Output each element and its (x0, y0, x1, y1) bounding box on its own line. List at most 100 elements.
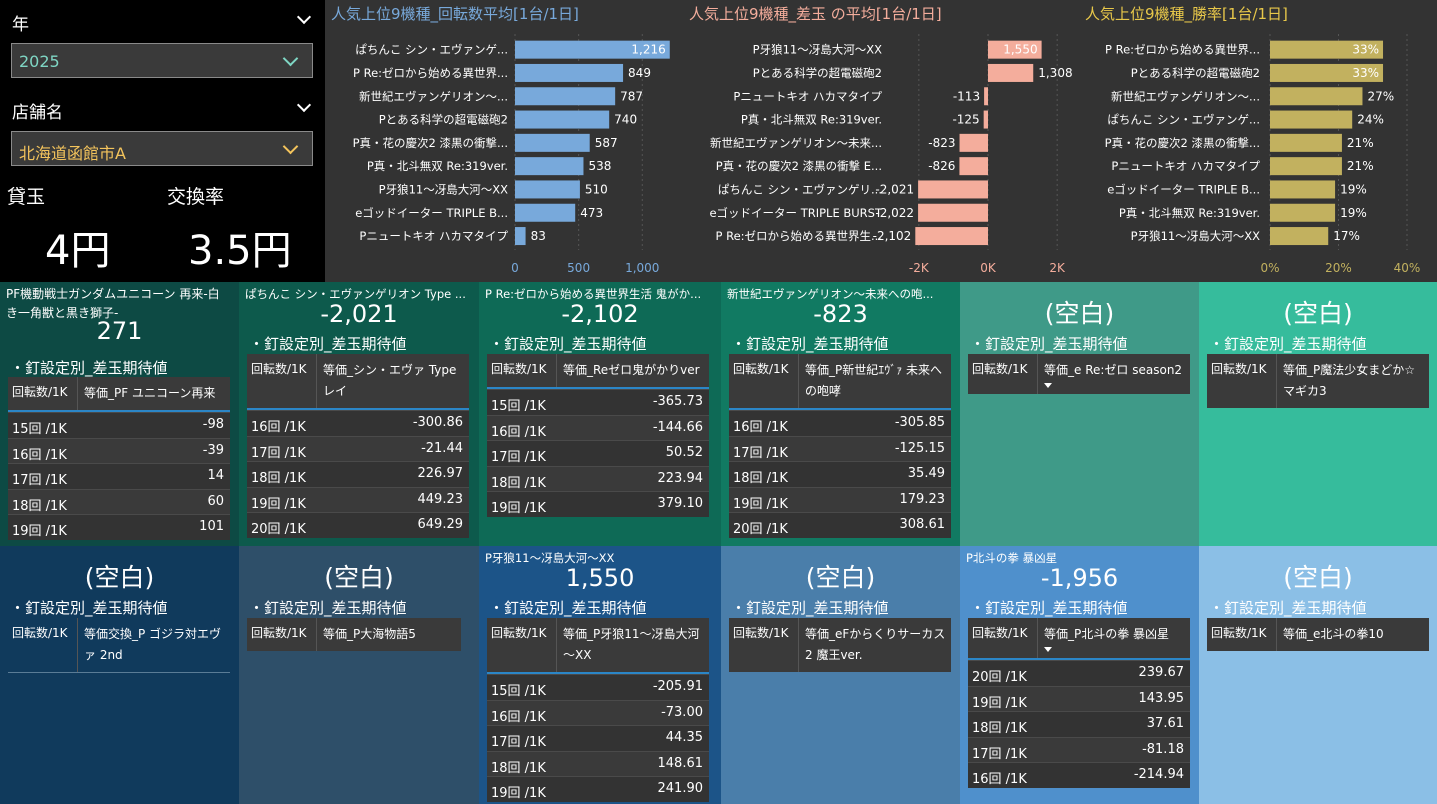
col-header-spins[interactable]: 回転数/1K (729, 618, 799, 672)
row-value: -305.85 (894, 415, 945, 430)
row-spins: 18回 /1K (12, 498, 67, 514)
expectation-table[interactable]: 回転数/1K 等価交換_P ゴジラ対エヴァ 2nd (8, 618, 230, 673)
col-header-spins[interactable]: 回転数/1K (247, 354, 317, 408)
row-spins: 16回 /1K (733, 420, 788, 435)
row-spins: 17回 /1K (251, 445, 306, 461)
bar (1270, 133, 1342, 152)
year-collapse-chevron-icon[interactable] (296, 9, 312, 25)
col-header-value-label: 等価_P大海物語5 (323, 627, 416, 641)
col-header-value[interactable]: 等価_P大海物語5 (317, 618, 461, 651)
col-header-value[interactable]: 等価_e北斗の拳10 (1277, 618, 1429, 651)
row-value: 14 (207, 468, 224, 483)
bar (959, 133, 988, 152)
category-label: P牙狼11～冴島大河～XX (1131, 229, 1260, 243)
col-header-value-label: 等価_P魔法少女まどか☆マギカ3 (1283, 363, 1415, 398)
table-header: 回転数/1K 等価_eFからくりサーカス2 魔王ver. (729, 618, 951, 672)
category-label: P Re:ゼロから始める異世界... (353, 66, 508, 80)
table-row: 19回 /1K 379.10 (487, 491, 709, 517)
table-header: 回転数/1K 等価_P北斗の拳 暴凶星 (968, 618, 1190, 660)
col-header-value[interactable]: 等価_P北斗の拳 暴凶星 (1038, 618, 1190, 658)
row-spins: 17回 /1K (733, 445, 788, 461)
table-header: 回転数/1K 等価_P新世紀ｴｳﾞｧ 未来への咆哮 (729, 354, 951, 410)
x-tick-label: 40% (1394, 261, 1421, 275)
col-header-spins[interactable]: 回転数/1K (487, 354, 557, 387)
machine-tile: PF機動戦士ガンダムユニコーン 再来-白き一角獣と黒き獅子- 271 ・釘設定別_差… (0, 282, 239, 546)
store-collapse-chevron-icon[interactable] (296, 97, 312, 113)
expectation-table[interactable]: 回転数/1K 等価_PF ユニコーン再来 15回 /1K -98 16回 /1K -39 1… (8, 377, 230, 540)
col-header-spins[interactable]: 回転数/1K (1207, 354, 1277, 408)
col-header-value[interactable]: 等価_PF ユニコーン再来 (78, 377, 230, 410)
col-header-value-label: 等価_P北斗の拳 暴凶星 (1044, 627, 1170, 641)
store-dropdown[interactable]: 北海道函館市A (11, 131, 313, 166)
expectation-table[interactable]: 回転数/1K 等価_P北斗の拳 暴凶星 20回 /1K 239.67 19回 /1K 14… (968, 618, 1190, 788)
col-header-spins[interactable]: 回転数/1K (968, 354, 1038, 394)
col-header-value[interactable]: 等価交換_P ゴジラ対エヴァ 2nd (78, 618, 230, 672)
chart-title-diff: 人気上位9機種_差玉 の平均[1台/1日] (689, 5, 942, 23)
category-label: Pニュートキオ ハカマタイプ (1111, 159, 1260, 173)
row-spins: 19回 /1K (733, 496, 788, 512)
x-tick-label: -2K (909, 261, 930, 275)
col-header-value[interactable]: 等価_eFからくりサーカス2 魔王ver. (799, 618, 951, 672)
x-tick-label: 0% (1260, 261, 1279, 275)
data-label: 17% (1333, 229, 1360, 243)
row-value: -81.18 (1142, 741, 1184, 757)
table-subtitle: ・釘設定別_差玉期待値 (731, 599, 889, 617)
category-label: 新世紀エヴァンゲリオン～... (359, 89, 508, 103)
data-label: 1,308 (1038, 66, 1072, 80)
col-header-spins[interactable]: 回転数/1K (968, 618, 1038, 658)
bar-charts-svg: 0 500 1,000 ぱちんこ シン・エヴァンゲ... 1,216 P Re:ゼロから始… (353, 34, 1421, 275)
table-row: 20回 /1K 308.61 (729, 512, 951, 538)
expectation-table[interactable]: 回転数/1K 等価_P新世紀ｴｳﾞｧ 未来への咆哮 16回 /1K -305.85 17… (729, 354, 951, 538)
row-spins: 20回 /1K (972, 670, 1027, 685)
table-row: 18回 /1K 37.61 (968, 711, 1190, 737)
col-header-value[interactable]: 等価_e Re:ゼロ season2 (1038, 354, 1190, 394)
col-header-spins[interactable]: 回転数/1K (729, 354, 799, 408)
expectation-table[interactable]: 回転数/1K 等価_Reゼロ鬼がかりver 15回 /1K -365.73 16回 /1… (487, 354, 709, 517)
col-header-spins[interactable]: 回転数/1K (8, 377, 78, 410)
blank-value: (空白) (1283, 299, 1353, 328)
row-spins: 18回 /1K (251, 471, 306, 486)
row-value: -300.86 (412, 415, 463, 430)
table-subtitle: ・釘設定別_差玉期待値 (1209, 335, 1367, 353)
diff-value: 1,550 (565, 564, 635, 592)
machine-tile: (空白) ・釘設定別_差玉期待値 回転数/1K 等価_P大海物語5 (239, 546, 479, 804)
expectation-table[interactable]: 回転数/1K 等価_e北斗の拳10 (1207, 618, 1429, 651)
x-tick-label: 0 (511, 261, 519, 275)
table-row: 19回 /1K 143.95 (968, 685, 1190, 712)
data-label: 83 (531, 229, 546, 243)
row-value: -214.94 (1133, 767, 1184, 782)
col-header-spins[interactable]: 回転数/1K (8, 618, 78, 672)
col-header-spins[interactable]: 回転数/1K (247, 618, 317, 651)
table-header: 回転数/1K 等価_P大海物語5 (247, 618, 461, 651)
table-row: 17回 /1K 44.35 (487, 725, 709, 751)
expectation-table[interactable]: 回転数/1K 等価_eFからくりサーカス2 魔王ver. (729, 618, 951, 672)
kokan-value: 3.5円 (188, 228, 292, 274)
bar (515, 110, 610, 129)
data-label: 33% (1352, 43, 1379, 57)
row-value: 241.90 (657, 781, 704, 796)
expectation-table[interactable]: 回転数/1K 等価_P牙狼11～冴島大河～XX 15回 /1K -205.91 16回 … (487, 618, 709, 802)
col-header-value[interactable]: 等価_P牙狼11～冴島大河～XX (557, 618, 709, 672)
expectation-table[interactable]: 回転数/1K 等価_P魔法少女まどか☆マギカ3 (1207, 354, 1429, 408)
table-header: 回転数/1K 等価交換_P ゴジラ対エヴァ 2nd (8, 618, 230, 673)
row-value: -205.91 (652, 679, 703, 694)
expectation-table[interactable]: 回転数/1K 等価_P大海物語5 (247, 618, 461, 651)
expectation-table[interactable]: 回転数/1K 等価_e Re:ゼロ season2 (968, 354, 1190, 394)
data-label: 740 (614, 113, 637, 127)
category-label: P Re:ゼロから始める異世界生... (716, 229, 882, 243)
x-tick-label: 1,000 (625, 261, 659, 275)
col-header-value[interactable]: 等価_P魔法少女まどか☆マギカ3 (1277, 354, 1429, 408)
col-header-value[interactable]: 等価_P新世紀ｴｳﾞｧ 未来への咆哮 (799, 354, 951, 408)
col-header-value[interactable]: 等価_シン・エヴァ Type レイ (317, 354, 469, 408)
row-spins: 19回 /1K (251, 496, 306, 512)
expectation-table[interactable]: 回転数/1K 等価_シン・エヴァ Type レイ 16回 /1K -300.86 17回… (247, 354, 469, 538)
bar (984, 87, 988, 106)
col-header-spins[interactable]: 回転数/1K (1207, 618, 1277, 651)
col-header-value[interactable]: 等価_Reゼロ鬼がかりver (557, 354, 709, 387)
year-dropdown[interactable]: 2025 (11, 43, 313, 78)
row-value: -21.44 (421, 440, 463, 456)
x-tick-label: 2K (1049, 261, 1066, 275)
col-header-spins[interactable]: 回転数/1K (487, 618, 557, 672)
table-row: 17回 /1K -81.18 (968, 736, 1190, 763)
machine-tile: P北斗の拳 暴凶星 -1,956 ・釘設定別_差玉期待値 回転数/1K 等価_P北斗の拳… (960, 546, 1199, 804)
